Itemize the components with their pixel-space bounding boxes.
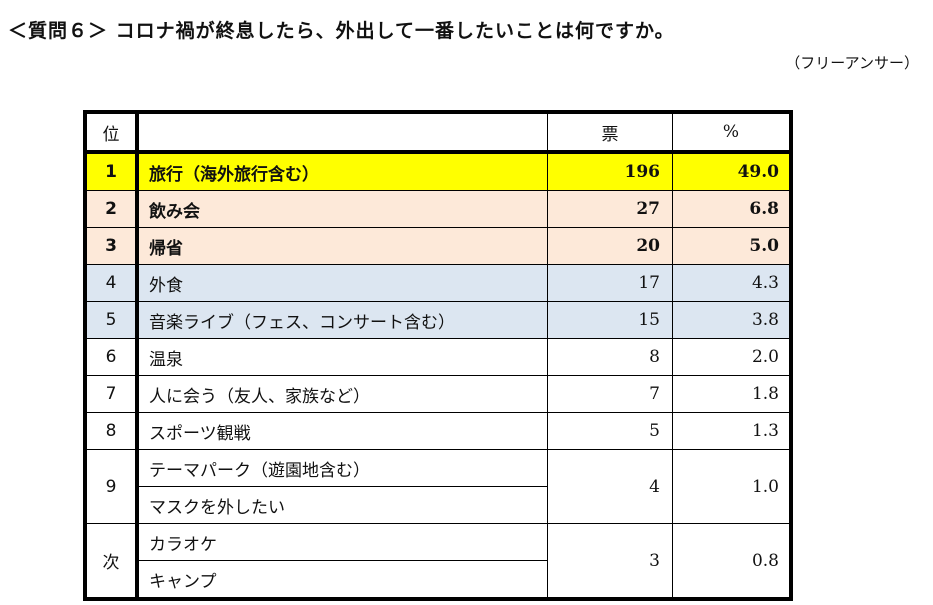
pct-cell: 1.0: [672, 449, 792, 524]
pct-cell: 6.8: [672, 190, 792, 228]
table-row: 6 温泉 8 2.0: [84, 338, 792, 376]
rank-cell: 9: [84, 449, 139, 524]
table-row: 5 音楽ライブ（フェス、コンサート含む） 15 3.8: [84, 301, 792, 339]
item-cell: 旅行（海外旅行含む）: [136, 151, 548, 191]
pct-cell: 1.8: [672, 375, 792, 413]
votes-cell: 3: [547, 523, 673, 600]
header-pct: %: [672, 111, 792, 154]
table-row: 9 テーマパーク（遊園地含む） 4 1.0: [84, 449, 792, 524]
subtitle: （フリーアンサー）: [785, 54, 919, 72]
table-row: 1 旅行（海外旅行含む） 196 49.0: [84, 151, 792, 191]
item-cell: 温泉: [136, 338, 548, 376]
rank-cell: 6: [84, 338, 139, 376]
pct-cell: 5.0: [672, 227, 792, 265]
rank-cell: 次: [84, 523, 139, 600]
votes-cell: 15: [547, 301, 673, 339]
ranking-table: 位 票 % 1 旅行（海外旅行含む） 196 49.0 2 飲み会 27 6.8 3 帰省 20 5.…: [83, 110, 793, 601]
item-cell: 音楽ライブ（フェス、コンサート含む）: [136, 301, 548, 339]
votes-cell: 20: [547, 227, 673, 265]
pct-cell: 3.8: [672, 301, 792, 339]
votes-cell: 196: [547, 151, 673, 191]
item-cell: マスクを外したい: [136, 486, 548, 524]
rank-cell: 4: [84, 264, 139, 302]
votes-cell: 17: [547, 264, 673, 302]
rank-cell: 2: [84, 190, 139, 228]
table-row: 2 飲み会 27 6.8: [84, 190, 792, 228]
header-rank: 位: [84, 111, 139, 154]
pct-cell: 1.3: [672, 412, 792, 450]
item-cell: テーマパーク（遊園地含む）: [136, 449, 548, 487]
rank-cell: 8: [84, 412, 139, 450]
item-cell: スポーツ観戦: [136, 412, 548, 450]
header-item: [136, 111, 548, 154]
votes-cell: 8: [547, 338, 673, 376]
votes-cell: 5: [547, 412, 673, 450]
rank-cell: 3: [84, 227, 139, 265]
header-votes: 票: [547, 111, 673, 154]
table-row: 次カラオケ 3 0.8: [84, 523, 792, 600]
votes-cell: 4: [547, 449, 673, 524]
pct-cell: 4.3: [672, 264, 792, 302]
table-row: 7 人に会う（友人、家族など） 7 1.8: [84, 375, 792, 413]
pct-cell: 2.0: [672, 338, 792, 376]
rank-cell: 5: [84, 301, 139, 339]
table-row: キャンプ: [85, 560, 791, 600]
item-cell: 帰省: [136, 227, 548, 265]
rank-cell: 1: [84, 151, 139, 191]
header-row: 位 票 %: [84, 111, 792, 154]
item-cell: カラオケ: [136, 523, 548, 561]
table-row: 4 外食 17 4.3: [84, 264, 792, 302]
table-row: 8 スポーツ観戦 5 1.3: [84, 412, 792, 450]
votes-cell: 7: [547, 375, 673, 413]
table-row: 3 帰省 20 5.0: [84, 227, 792, 265]
pct-cell: 0.8: [672, 523, 792, 600]
table-row: マスクを外したい: [85, 486, 791, 524]
page-title: ＜質問６＞ コロナ禍が終息したら、外出して一番したいことは何ですか。: [8, 20, 675, 42]
item-cell: キャンプ: [136, 560, 548, 600]
votes-cell: 27: [547, 190, 673, 228]
item-cell: 人に会う（友人、家族など）: [136, 375, 548, 413]
item-cell: 飲み会: [136, 190, 548, 228]
item-cell: 外食: [136, 264, 548, 302]
rank-cell: 7: [84, 375, 139, 413]
pct-cell: 49.0: [672, 151, 792, 191]
